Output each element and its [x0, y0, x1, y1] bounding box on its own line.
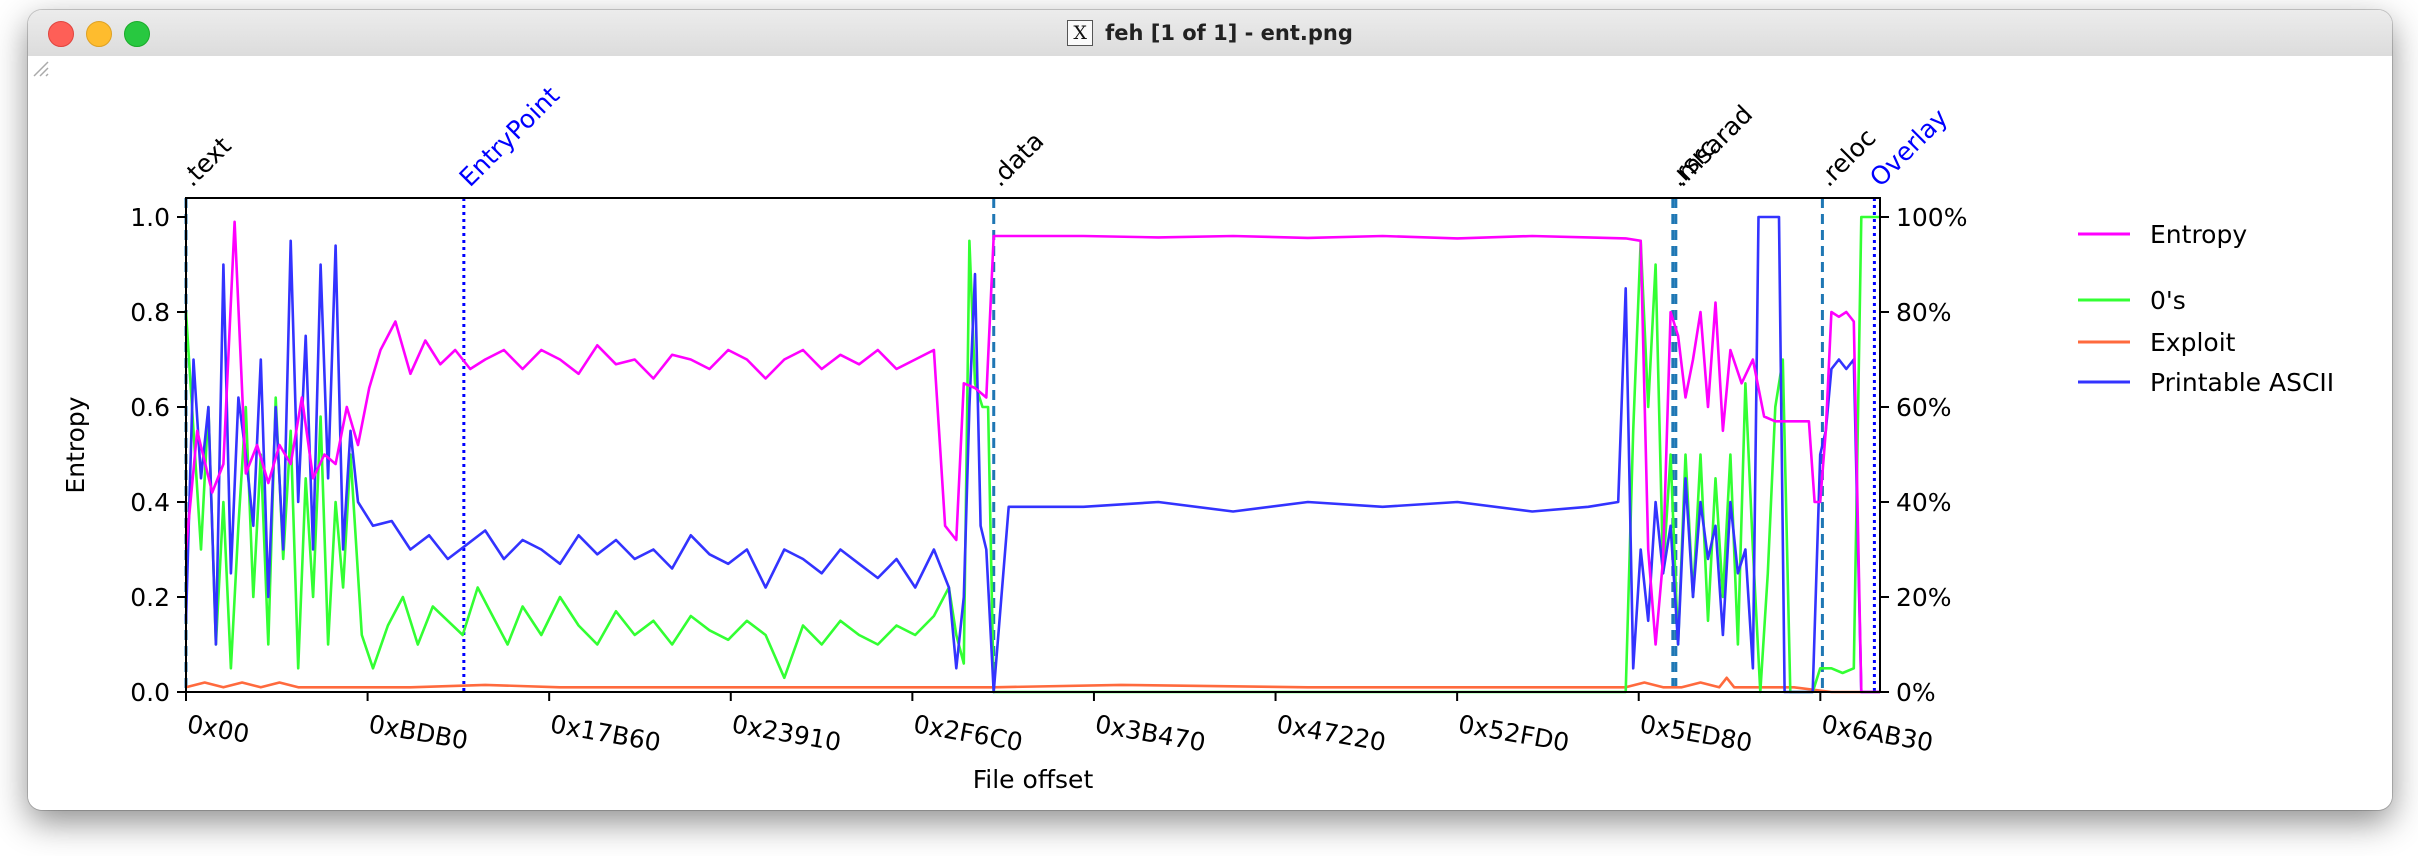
y2-tick-label: 60% — [1896, 393, 1952, 422]
x-tick-label: 0xBDB0 — [367, 709, 471, 755]
x-tick-label: 0x47220 — [1275, 709, 1389, 757]
y-axis-label: Entropy — [61, 396, 90, 493]
legend-label-exploit: Exploit — [2150, 328, 2236, 357]
x-tick-label: 0x17B60 — [548, 709, 663, 757]
x11-icon: X — [1067, 20, 1094, 46]
marker-label-overlay: Overlay — [1864, 103, 1953, 192]
marker-label-reloc: .reloc — [1812, 123, 1881, 192]
y-tick-label: 0.4 — [130, 488, 170, 517]
window-title-group: X feh [1 of 1] - ent.png — [28, 10, 2392, 56]
window-title: feh [1 of 1] - ent.png — [1105, 21, 1353, 45]
series-line-entropy — [184, 220, 1880, 694]
x-tick-label: 0x3B470 — [1093, 709, 1208, 757]
y-tick-label: 0.2 — [130, 583, 170, 612]
y-tick-label: 0.8 — [130, 298, 170, 327]
y-tick-label: 1.0 — [130, 203, 170, 232]
x-axis-label: File offset — [973, 765, 1094, 794]
legend-label-entropy: Entropy — [2150, 220, 2247, 249]
marker-label-entrypoint: EntryPoint — [454, 81, 566, 193]
close-button[interactable] — [48, 21, 74, 47]
minimize-button[interactable] — [86, 21, 112, 47]
y2-tick-label: 20% — [1896, 583, 1952, 612]
x-tick-label: 0x00 — [185, 709, 252, 748]
y-tick-label: 0.0 — [130, 678, 170, 707]
series-line-0-s — [184, 215, 1880, 694]
marker-label-data: .data — [983, 126, 1049, 192]
series-line-exploit — [185, 676, 1880, 694]
app-window: X feh [1 of 1] - ent.png 0.0 0.2 0.4 0.6 0.8… — [28, 10, 2392, 810]
y-tick-label: 0.6 — [130, 393, 170, 422]
y2-tick-label: 40% — [1896, 488, 1952, 517]
plot-frame — [185, 197, 1881, 693]
x-tick-label: 0x5ED80 — [1638, 709, 1755, 757]
marker-label-msarad: .msarad — [1666, 100, 1759, 193]
y2-tick-label: 80% — [1896, 298, 1952, 327]
legend-label-printable-ascii: Printable ASCII — [2150, 368, 2334, 397]
resize-grip[interactable] — [28, 56, 50, 78]
marker-label-text: .text — [176, 131, 237, 192]
legend-label-0-s: 0's — [2150, 286, 2186, 315]
entropy-chart: 0.0 0.2 0.4 0.6 0.8 1.0 0% 20% 40% 60% 80% 100% 0x… — [61, 81, 2334, 794]
x-tick-label: 0x23910 — [730, 709, 844, 757]
maximize-button[interactable] — [124, 21, 150, 47]
series-line-printable-ascii — [184, 215, 1880, 694]
title-bar[interactable]: X feh [1 of 1] - ent.png — [28, 10, 2392, 57]
x-tick-label: 0x52FD0 — [1456, 709, 1571, 757]
x-tick-label: 0x6AB30 — [1819, 709, 1935, 757]
image-viewport: 0.0 0.2 0.4 0.6 0.8 1.0 0% 20% 40% 60% 80% 100% 0x… — [28, 56, 2392, 810]
y2-tick-label: 100% — [1896, 203, 1967, 232]
x-tick-label: 0x2F6C0 — [911, 709, 1025, 757]
y2-tick-label: 0% — [1896, 678, 1936, 707]
